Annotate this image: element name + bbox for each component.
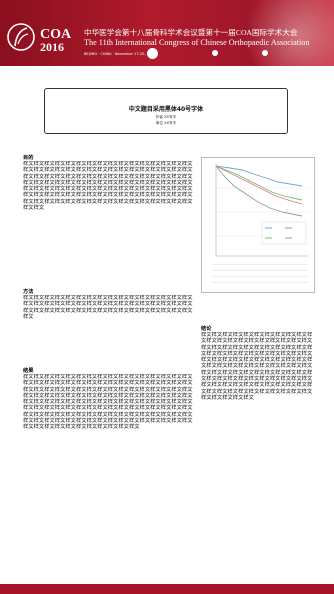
logo-year: 2016 — [40, 40, 64, 54]
congress-title-en: The 11th International Congress of Chine… — [84, 38, 310, 47]
text-conclusion: 样文样文样文样文样文样文样文样文样文样文样文样文样文样文样文样文样文样文样文样文… — [201, 332, 313, 401]
survival-curve — [215, 165, 303, 187]
logo-text: COA — [40, 27, 72, 42]
affiliation: 单位 XX号字 — [155, 121, 177, 125]
survival-curve — [215, 165, 303, 217]
header-banner: COA 2016 中华医学会第十八届骨科学术会议暨第十一届COA国际学术大会 T… — [0, 0, 334, 66]
survival-curve — [215, 165, 303, 201]
survival-chart-figure — [201, 157, 315, 293]
footer-bar — [0, 584, 334, 594]
heading-conclusion: 结论 — [201, 326, 212, 332]
heading-results: 结果 — [23, 368, 34, 374]
title-box: 中文题目采用黑体40号字体 作者 XX号字 单位 XX号字 — [44, 88, 288, 134]
text-objective: 样文样文样文样文样文样文样文样文样文样文样文样文样文样文样文样文样文样文样文样文… — [23, 161, 193, 212]
congress-date: BEIJING · CHINA · November 17-20, 2016 — [84, 52, 156, 56]
coa-logo-icon — [7, 23, 35, 51]
badge-icon — [147, 48, 158, 59]
author-info: 作者 XX号字 单位 XX号字 — [45, 114, 287, 126]
text-methods: 样文样文样文样文样文样文样文样文样文样文样文样文样文样文样文样文样文样文样文样文… — [23, 295, 193, 320]
poster-title: 中文题目采用黑体40号字体 — [128, 106, 204, 113]
survival-curve — [215, 165, 303, 205]
survival-chart — [212, 164, 308, 283]
sponsor-logo-icon — [212, 50, 218, 56]
authors: 作者 XX号字 — [155, 115, 177, 119]
text-results: 样文样文样文样文样文样文样文样文样文样文样文样文样文样文样文样文样文样文样文样文… — [23, 374, 193, 431]
congress-title-cn: 中华医学会第十八届骨科学术会议暨第十一届COA国际学术大会 — [84, 28, 298, 37]
heading-objective: 目的 — [23, 155, 34, 161]
heading-methods: 方法 — [23, 289, 34, 295]
sponsor-logo-icon — [262, 50, 268, 56]
